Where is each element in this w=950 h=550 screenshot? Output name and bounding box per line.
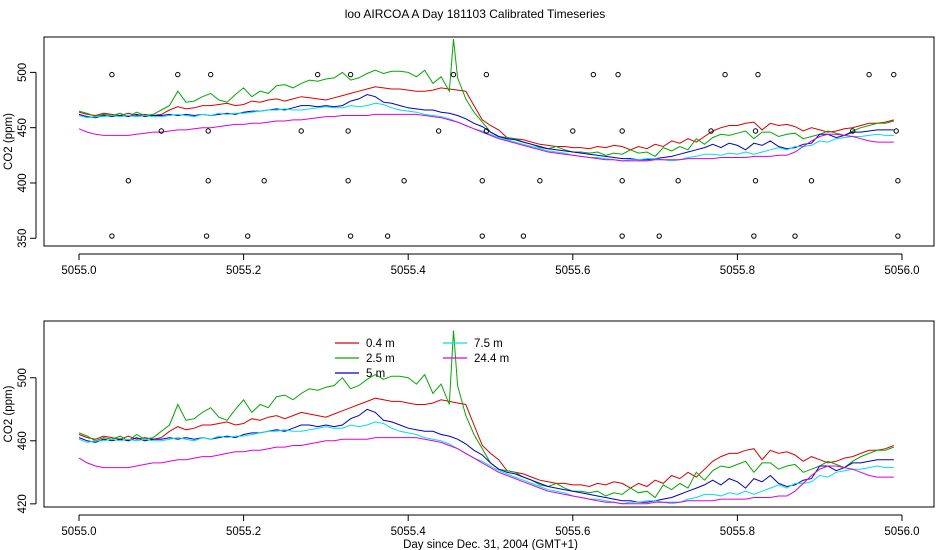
y-tick-label: 500 bbox=[17, 63, 29, 82]
data-point bbox=[893, 128, 899, 134]
bottom-timeseries-chart: 5055.0 5055.2 5055.4 5055.6 5055.8 5056.0 Day … bbox=[3, 320, 935, 550]
y-tick-label: 460 bbox=[17, 431, 29, 450]
data-point bbox=[401, 178, 407, 184]
series-line-5m bbox=[78, 93, 894, 161]
data-point bbox=[891, 71, 897, 78]
data-point bbox=[345, 128, 351, 134]
y-tick-label: 450 bbox=[17, 118, 29, 137]
x-axis-label: Day since Dec. 31, 2004 (GMT+1) bbox=[403, 539, 578, 550]
data-point bbox=[345, 178, 351, 184]
data-point bbox=[792, 233, 798, 239]
x-tick-label: 5056.0 bbox=[884, 526, 919, 538]
data-point bbox=[808, 178, 815, 184]
data-point bbox=[205, 178, 211, 184]
data-point bbox=[207, 71, 214, 78]
data-point bbox=[109, 233, 115, 239]
data-point bbox=[479, 233, 485, 239]
chart-title: loo AIRCOA A Day 181103 Calibrated Times… bbox=[344, 7, 606, 21]
data-point bbox=[722, 71, 728, 78]
data-point bbox=[203, 233, 210, 239]
y-tick-label: 350 bbox=[17, 229, 29, 248]
data-point bbox=[849, 128, 856, 134]
series-line-25m bbox=[78, 330, 894, 499]
top-timeseries-chart: 5055.05055.25055.45055.65055.85056.0Day … bbox=[3, 36, 935, 275]
data-point bbox=[205, 128, 211, 134]
data-point bbox=[520, 233, 527, 239]
data-point bbox=[619, 128, 625, 134]
data-point bbox=[537, 178, 543, 184]
data-point bbox=[483, 128, 490, 134]
data-point bbox=[619, 178, 625, 184]
x-tick-label: 5055.6 bbox=[555, 265, 590, 275]
legend-label: 24.4 m bbox=[474, 353, 509, 365]
data-point bbox=[755, 71, 761, 78]
x-tick-label: 5055.2 bbox=[226, 265, 261, 275]
y-axis-label: CO2 (ppm) bbox=[3, 385, 15, 442]
series-line-75m bbox=[78, 102, 894, 162]
data-point bbox=[298, 128, 304, 134]
data-point bbox=[895, 178, 901, 184]
data-point bbox=[450, 71, 457, 78]
data-point bbox=[347, 71, 354, 78]
data-point bbox=[109, 71, 115, 78]
y-tick-label: 420 bbox=[17, 494, 29, 513]
data-point bbox=[314, 71, 321, 78]
data-point bbox=[752, 128, 759, 134]
plot-frame bbox=[43, 36, 935, 247]
x-tick-label: 5055.4 bbox=[391, 526, 427, 538]
data-point bbox=[895, 233, 901, 239]
x-tick-label: 5055.4 bbox=[391, 265, 427, 275]
data-point bbox=[752, 178, 759, 184]
x-tick-label: 5055.0 bbox=[61, 526, 96, 538]
data-point bbox=[384, 233, 391, 239]
data-point bbox=[656, 233, 662, 239]
legend-label: 7.5 m bbox=[474, 338, 503, 350]
data-point bbox=[619, 233, 625, 239]
data-point bbox=[590, 71, 597, 78]
plot-frame bbox=[43, 320, 935, 508]
data-point bbox=[479, 178, 485, 184]
series-line-75m bbox=[78, 421, 894, 505]
data-point bbox=[175, 71, 181, 78]
data-point bbox=[347, 233, 354, 239]
series-line-04m bbox=[78, 397, 894, 489]
data-point bbox=[751, 233, 757, 239]
series-line-244m bbox=[78, 113, 894, 162]
x-tick-label: 5056.0 bbox=[884, 265, 919, 275]
series-line-04m bbox=[78, 86, 894, 151]
series-line-25m bbox=[78, 39, 894, 158]
data-point bbox=[570, 128, 576, 134]
x-tick-label: 5055.0 bbox=[61, 265, 96, 275]
legend-label: 5 m bbox=[366, 368, 385, 380]
data-point bbox=[245, 233, 251, 239]
data-point bbox=[708, 128, 714, 134]
data-point bbox=[866, 71, 872, 78]
legend-label: 0.4 m bbox=[366, 338, 395, 350]
data-point bbox=[483, 71, 490, 78]
data-point bbox=[435, 128, 442, 134]
y-tick-label: 400 bbox=[17, 173, 29, 192]
legend-label: 2.5 m bbox=[366, 353, 395, 365]
series-line-5m bbox=[78, 408, 894, 503]
x-tick-label: 5055.8 bbox=[720, 265, 755, 275]
series-line-244m bbox=[78, 437, 894, 505]
data-point bbox=[261, 178, 267, 184]
data-point bbox=[675, 178, 681, 184]
data-point bbox=[615, 71, 621, 78]
data-point bbox=[158, 128, 165, 134]
data-point bbox=[125, 178, 132, 184]
x-tick-label: 5055.2 bbox=[226, 526, 261, 538]
y-tick-label: 500 bbox=[17, 368, 29, 387]
x-tick-label: 5055.8 bbox=[720, 526, 755, 538]
x-tick-label: 5055.6 bbox=[555, 526, 590, 538]
y-axis-label: CO2 (ppm) bbox=[3, 113, 15, 170]
